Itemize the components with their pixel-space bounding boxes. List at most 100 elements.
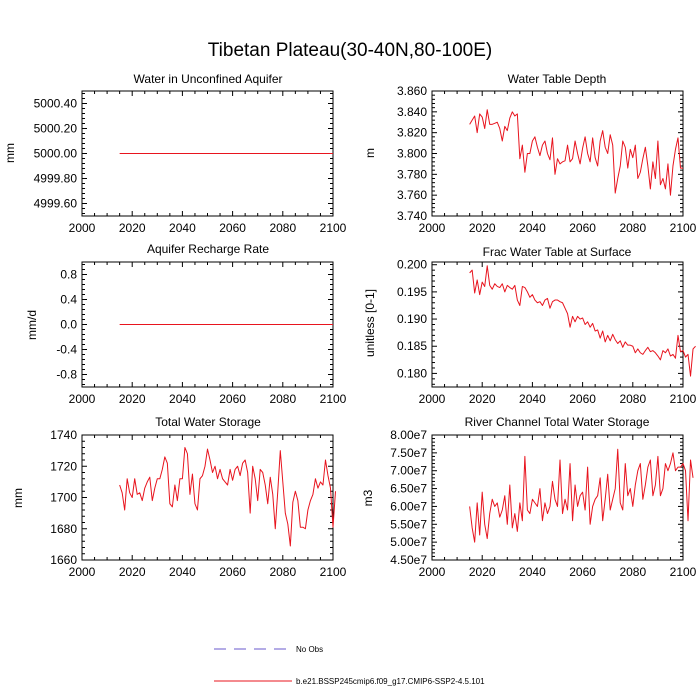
x-tick-label: 2040 bbox=[169, 221, 196, 235]
series-line bbox=[469, 448, 694, 543]
y-tick-label: -0.4 bbox=[56, 343, 77, 357]
x-tick-label: 2000 bbox=[69, 565, 96, 579]
x-tick-label: 2000 bbox=[69, 221, 96, 235]
x-tick-label: 2020 bbox=[119, 565, 146, 579]
y-tick-label: 1680 bbox=[50, 522, 77, 536]
y-tick-label: 3.800 bbox=[397, 147, 427, 161]
x-tick-label: 2080 bbox=[619, 392, 646, 406]
panel-total-water-storage: Total Water Storage mm 2000 2020 2040 2060 2… bbox=[11, 415, 347, 579]
y-tick-label: 5000.40 bbox=[34, 97, 78, 111]
y-tick-label: 0.195 bbox=[397, 285, 427, 299]
series-line bbox=[469, 109, 683, 196]
y-tick-label: 3.820 bbox=[397, 126, 427, 140]
legend-obs-label: No Obs bbox=[296, 645, 323, 654]
x-tick-label: 2000 bbox=[419, 221, 446, 235]
x-tick-label: 2040 bbox=[169, 565, 196, 579]
x-tick-label: 2060 bbox=[569, 565, 596, 579]
x-tick-label: 2040 bbox=[519, 221, 546, 235]
y-tick-label: 6.50e7 bbox=[390, 482, 427, 496]
y-tick-label: 0.185 bbox=[397, 339, 427, 353]
x-tick-label: 2020 bbox=[119, 392, 146, 406]
x-tick-label: 2100 bbox=[320, 221, 347, 235]
y-tick-label: 3.860 bbox=[397, 84, 427, 98]
y-tick-label: 7.00e7 bbox=[390, 464, 427, 478]
x-tick-label: 2080 bbox=[269, 392, 296, 406]
x-tick-label: 2060 bbox=[569, 221, 596, 235]
panel-title: River Channel Total Water Storage bbox=[465, 415, 650, 429]
y-axis-label: mm bbox=[3, 143, 17, 163]
y-axis-label: m3 bbox=[361, 489, 375, 506]
y-axis-label: m bbox=[363, 148, 377, 158]
y-tick-label: 1740 bbox=[50, 428, 77, 442]
y-tick-label: 3.740 bbox=[397, 209, 427, 223]
x-tick-label: 2100 bbox=[670, 221, 697, 235]
x-tick-label: 2000 bbox=[419, 392, 446, 406]
x-tick-label: 2000 bbox=[69, 392, 96, 406]
y-tick-label: 5.00e7 bbox=[390, 535, 427, 549]
y-tick-label: 3.760 bbox=[397, 188, 427, 202]
y-tick-label: -0.8 bbox=[56, 368, 77, 382]
x-tick-label: 2020 bbox=[119, 221, 146, 235]
y-axis-label: unitless [0-1] bbox=[363, 289, 377, 357]
y-tick-label: 4999.80 bbox=[34, 172, 78, 186]
x-tick-label: 2100 bbox=[320, 565, 347, 579]
y-tick-label: 8.00e7 bbox=[390, 428, 427, 442]
x-tick-label: 2100 bbox=[670, 565, 697, 579]
plot-frame bbox=[81, 434, 334, 561]
x-tick-label: 2040 bbox=[519, 565, 546, 579]
y-tick-label: 6.00e7 bbox=[390, 499, 427, 513]
y-tick-label: 3.840 bbox=[397, 105, 427, 119]
y-tick-label: 5000.00 bbox=[34, 147, 78, 161]
y-tick-label: 1700 bbox=[50, 491, 77, 505]
panel-river-channel-total-water-storage: River Channel Total Water Storage m3 200… bbox=[361, 415, 697, 579]
panel-aquifer-recharge-rate: Aquifer Recharge Rate mm/d 2000 2020 2040 2… bbox=[25, 242, 347, 406]
x-tick-label: 2060 bbox=[219, 392, 246, 406]
y-tick-label: 0.200 bbox=[397, 258, 427, 272]
x-tick-label: 2060 bbox=[219, 565, 246, 579]
x-tick-label: 2040 bbox=[519, 392, 546, 406]
x-tick-label: 2080 bbox=[269, 565, 296, 579]
y-tick-label: 0.180 bbox=[397, 366, 427, 380]
series-line bbox=[119, 447, 337, 547]
x-tick-label: 2080 bbox=[269, 221, 296, 235]
x-tick-label: 2100 bbox=[320, 392, 347, 406]
panel-frac-water-table-at-surface: Frac Water Table at Surface unitless [0-… bbox=[363, 245, 697, 406]
panel-water-in-unconfined-aquifer: Water in Unconfined Aquifer mm 2000 2020 2… bbox=[3, 72, 347, 235]
panel-title: Water Table Depth bbox=[508, 72, 607, 86]
figure-title: Tibetan Plateau(30-40N,80-100E) bbox=[208, 40, 492, 61]
legend: No Obs b.e21.BSSP245cmip6.f09_g17.CMIP6-… bbox=[214, 645, 485, 686]
y-tick-label: 1660 bbox=[50, 553, 77, 567]
legend-model-label: b.e21.BSSP245cmip6.f09_g17.CMIP6-SSP2-4.… bbox=[296, 677, 485, 686]
y-tick-label: 0.4 bbox=[60, 293, 77, 307]
y-tick-label: 7.50e7 bbox=[390, 446, 427, 460]
panel-title: Water in Unconfined Aquifer bbox=[134, 72, 283, 86]
x-tick-label: 2080 bbox=[619, 565, 646, 579]
x-tick-label: 2020 bbox=[469, 221, 496, 235]
y-tick-label: 0.8 bbox=[60, 268, 77, 282]
y-tick-label: 4999.60 bbox=[34, 197, 78, 211]
x-tick-label: 2100 bbox=[670, 392, 697, 406]
y-tick-label: 0.0 bbox=[60, 318, 77, 332]
x-tick-label: 2000 bbox=[419, 565, 446, 579]
y-tick-label: 5.50e7 bbox=[390, 517, 427, 531]
x-tick-label: 2020 bbox=[469, 565, 496, 579]
x-tick-label: 2020 bbox=[469, 392, 496, 406]
panel-title: Aquifer Recharge Rate bbox=[147, 242, 269, 256]
y-tick-label: 3.780 bbox=[397, 167, 427, 181]
panel-title: Frac Water Table at Surface bbox=[483, 245, 632, 259]
x-tick-label: 2060 bbox=[569, 392, 596, 406]
y-tick-label: 0.190 bbox=[397, 312, 427, 326]
plot-frame bbox=[431, 261, 684, 388]
plot-frame bbox=[431, 90, 684, 217]
y-tick-label: 5000.20 bbox=[34, 122, 78, 136]
y-axis-label: mm/d bbox=[25, 310, 39, 340]
panel-water-table-depth: Water Table Depth m 2000 2020 2040 2060 2080… bbox=[363, 72, 697, 235]
y-tick-label: 1720 bbox=[50, 459, 77, 473]
x-tick-label: 2060 bbox=[219, 221, 246, 235]
y-axis-label: mm bbox=[11, 488, 25, 508]
x-tick-label: 2080 bbox=[619, 221, 646, 235]
x-tick-label: 2040 bbox=[169, 392, 196, 406]
series-line bbox=[469, 265, 696, 377]
panel-title: Total Water Storage bbox=[155, 415, 261, 429]
